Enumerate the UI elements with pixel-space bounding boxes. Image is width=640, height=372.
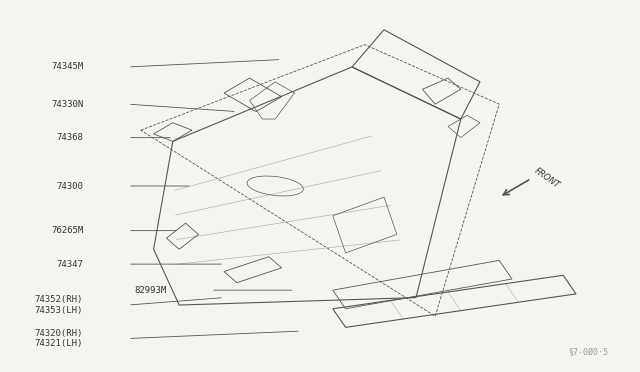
Text: 74320(RH)
74321(LH): 74320(RH) 74321(LH) <box>35 329 83 348</box>
Text: 74330N: 74330N <box>51 100 83 109</box>
Text: 74347: 74347 <box>56 260 83 269</box>
Text: FRONT: FRONT <box>533 167 561 190</box>
Text: 76265M: 76265M <box>51 226 83 235</box>
Text: 74300: 74300 <box>56 182 83 190</box>
Text: 74345M: 74345M <box>51 62 83 71</box>
Text: 74368: 74368 <box>56 133 83 142</box>
Text: §7⋅0Ø0·5: §7⋅0Ø0·5 <box>568 348 608 357</box>
Text: 74352(RH)
74353(LH): 74352(RH) 74353(LH) <box>35 295 83 315</box>
Text: 82993M: 82993M <box>134 286 166 295</box>
